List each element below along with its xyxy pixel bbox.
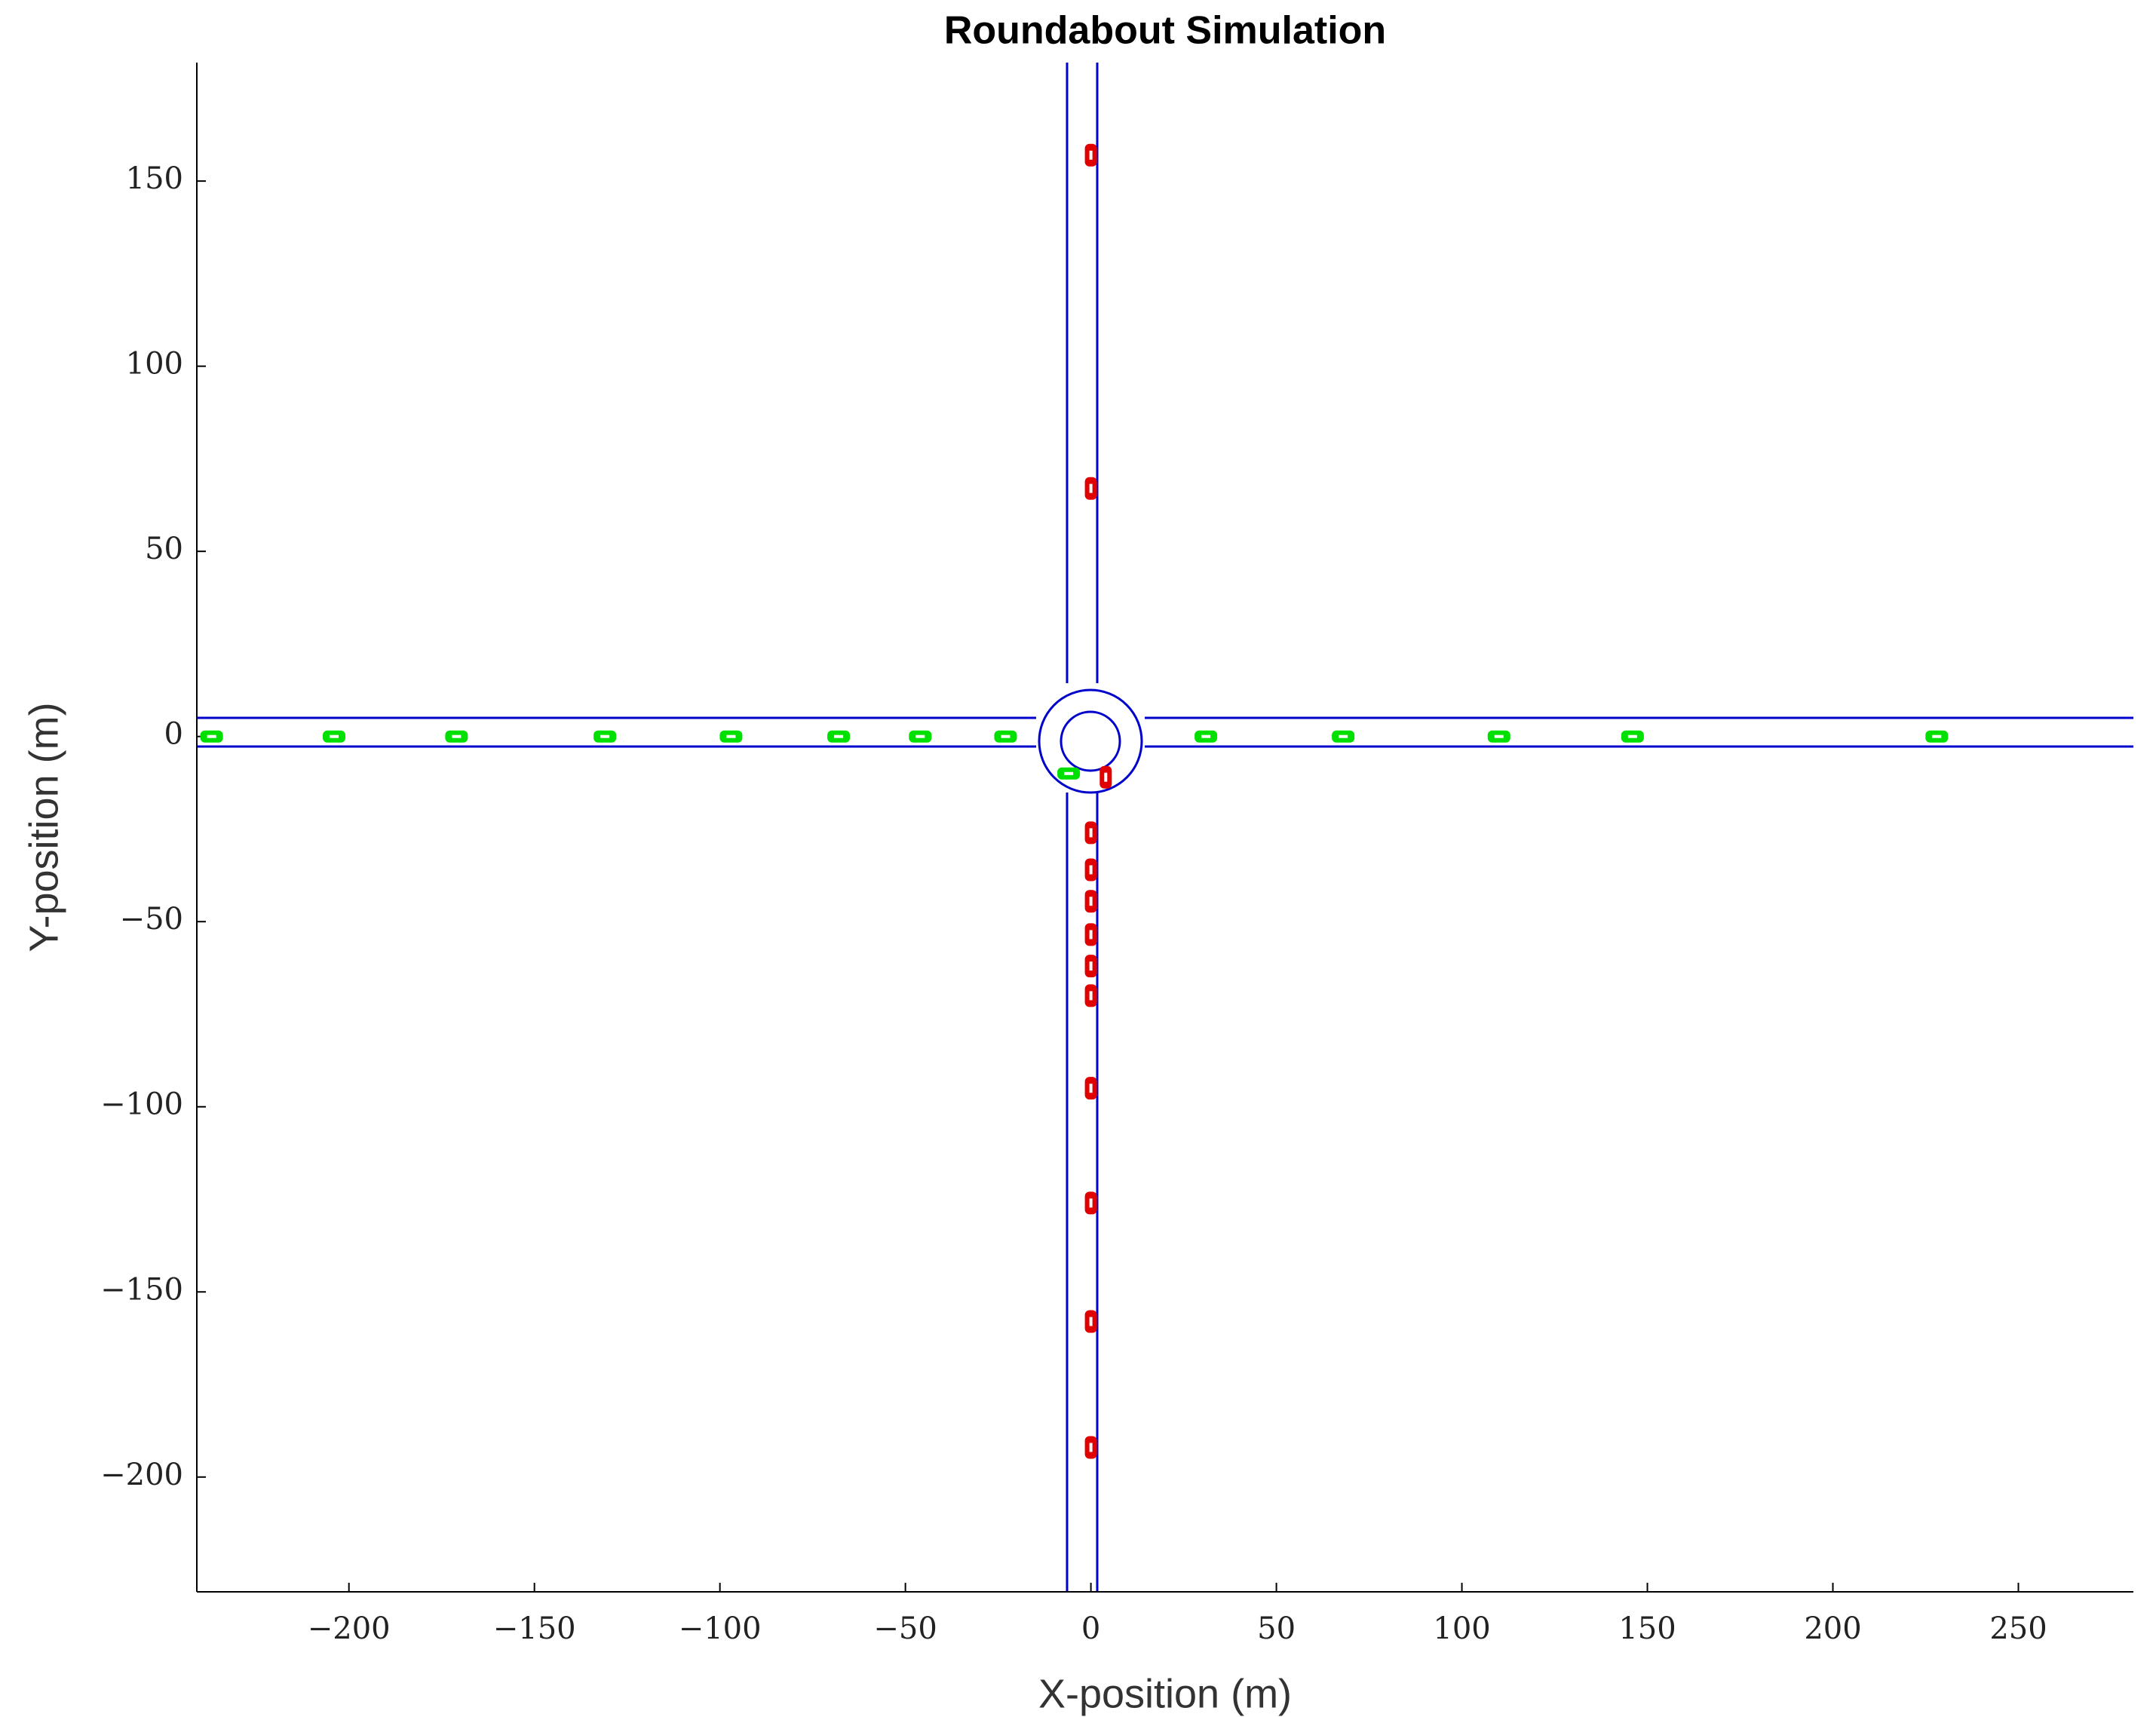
vehicle-window <box>1089 961 1093 971</box>
vehicle-window <box>207 734 216 738</box>
vehicle-window <box>330 734 339 738</box>
x-tick-label: 250 <box>1989 1611 2047 1646</box>
y-axis-label: Y-position (m) <box>21 702 66 952</box>
vehicle-window <box>1089 483 1093 493</box>
y-tick-label: −200 <box>100 1458 183 1492</box>
x-tick-label: −100 <box>679 1611 762 1646</box>
y-tick-label: −100 <box>100 1087 183 1122</box>
x-axis-label: X-position (m) <box>1038 1671 1292 1716</box>
x-tick-label: 50 <box>1257 1611 1296 1646</box>
x-tick-label: 0 <box>1081 1611 1100 1646</box>
roundabout-inner <box>1060 710 1121 772</box>
vehicle-window <box>452 734 462 738</box>
vehicle-window <box>1001 734 1011 738</box>
vehicle-window <box>1064 771 1074 775</box>
vehicle-window <box>1089 1084 1093 1093</box>
x-tick-label: 150 <box>1618 1611 1676 1646</box>
vehicle-window <box>1627 734 1637 738</box>
vehicle-window <box>1089 991 1093 1001</box>
roads <box>197 63 2133 1592</box>
y-tick-label: −150 <box>100 1272 183 1307</box>
vehicle-window <box>1339 734 1348 738</box>
chart-title: Roundabout Simulation <box>944 9 1386 53</box>
vehicle-window <box>1201 734 1211 738</box>
y-tick-label: 150 <box>126 161 183 196</box>
vehicle-window <box>1089 865 1093 875</box>
vehicle-window <box>1089 828 1093 838</box>
roundabout-outer <box>1038 688 1143 794</box>
x-tick-label: −50 <box>873 1611 937 1646</box>
vehicle-window <box>1089 150 1093 160</box>
vehicle-window <box>834 734 844 738</box>
vehicle-window <box>1089 1198 1093 1208</box>
vehicle-window <box>1932 734 1942 738</box>
x-tick-label: 200 <box>1804 1611 1861 1646</box>
vehicle-window <box>1089 930 1093 940</box>
vehicle-window <box>1089 1317 1093 1326</box>
vehicle-window <box>600 734 610 738</box>
y-tick-label: 100 <box>126 347 183 382</box>
vehicle-window <box>1104 772 1108 782</box>
vehicle-window <box>1089 1443 1093 1452</box>
vehicle-window <box>1494 734 1504 738</box>
vehicle-window <box>1089 897 1093 906</box>
x-tick-label: 100 <box>1433 1611 1490 1646</box>
x-tick-label: −150 <box>493 1611 576 1646</box>
y-tick-label: −50 <box>120 902 183 937</box>
y-tick-label: 0 <box>164 717 183 752</box>
vehicle-window <box>726 734 736 738</box>
y-tick-label: 50 <box>145 532 183 566</box>
x-tick-label: −200 <box>308 1611 391 1646</box>
vehicle-window <box>915 734 925 738</box>
